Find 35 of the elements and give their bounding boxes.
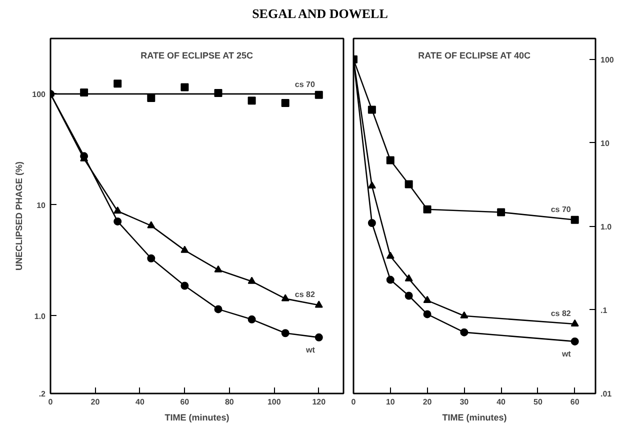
y-tick-label: .01 [600, 390, 612, 398]
x-tick-label: 60 [180, 398, 190, 406]
series-label: wt [305, 345, 316, 354]
x-tick-label: 50 [534, 398, 543, 406]
y-tick-label: 100 [32, 90, 46, 99]
x-tick-label: 120 [312, 398, 326, 406]
y-axis-title: UNECLIPSED PHAGE (%) [14, 161, 24, 271]
x-tick-label: 60 [570, 398, 580, 406]
x-tick-label: 40 [136, 398, 145, 406]
x-axis-title: TIME (minutes) [164, 412, 230, 422]
x-tick-label: 20 [90, 398, 100, 406]
x-tick-label: 40 [496, 398, 506, 406]
series-label: wt [560, 349, 572, 358]
x-tick-label: 30 [460, 398, 470, 406]
series-label: cs 82 [294, 290, 316, 300]
y-tick-label: 10 [36, 200, 46, 210]
x-tick-label: 80 [224, 398, 234, 406]
x-axis-title: TIME (minutes) [442, 412, 507, 422]
y-tick-label: .1 [600, 306, 608, 315]
legend-label: cs 82 [550, 308, 572, 318]
y-tick-label: 1.0 [600, 222, 612, 232]
x-tick-label: 10 [386, 398, 396, 406]
series-label: cs 70 [294, 80, 316, 89]
y-tick-label: 10 [600, 138, 610, 148]
y-tick-label: 1.0 [34, 312, 46, 321]
x-tick-label: 20 [422, 398, 432, 406]
text: RATE OF ECLIPSE AT 25C [140, 50, 254, 60]
text: SEGAL AND DOWELL [252, 5, 388, 23]
series-label: cs 70 [550, 204, 572, 214]
y-tick-label: 100 [600, 55, 614, 64]
x-tick-label: 0 [351, 398, 356, 406]
x-tick-label: 100 [267, 398, 282, 406]
y-tick-label: .2 [38, 390, 46, 398]
x-tick-label: 0 [48, 398, 54, 406]
text: RATE OF ECLIPSE AT 40C [418, 50, 532, 60]
